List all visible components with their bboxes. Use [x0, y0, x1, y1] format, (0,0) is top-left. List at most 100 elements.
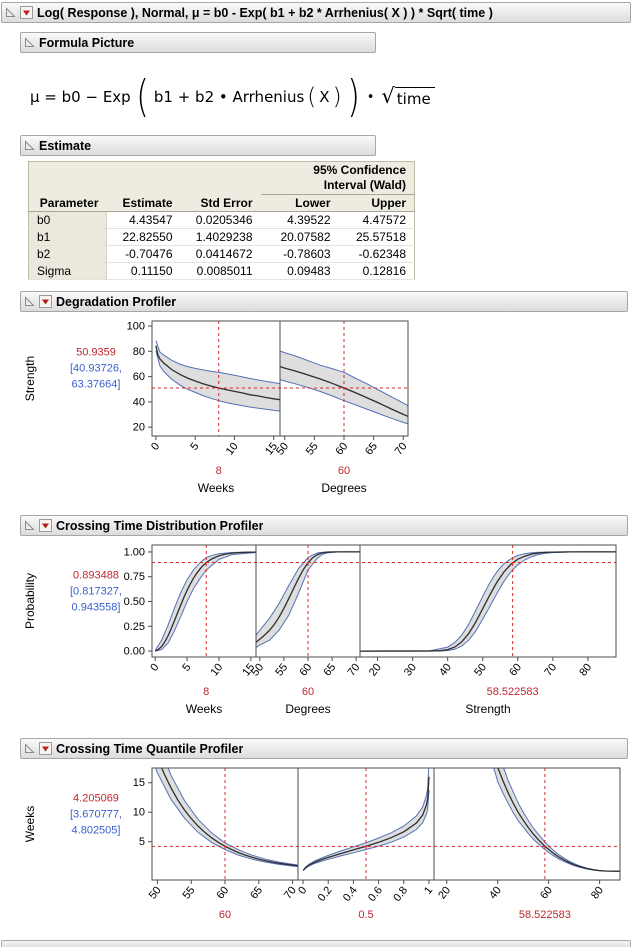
estimate-table: 95% Confidence Interval (Wald) Parameter… — [28, 161, 415, 280]
confidence-interval-label: [3.670777, — [70, 809, 122, 821]
outline-header-degradation-profiler[interactable]: Degradation Profiler — [20, 291, 628, 312]
y-tick-label: 40 — [133, 396, 145, 408]
disclosure-triangle-icon[interactable] — [24, 140, 35, 151]
outline-header-crossing-time-distribution-profiler[interactable]: Crossing Time Distribution Profiler — [20, 515, 628, 536]
current-x-label: 0.5 — [358, 909, 373, 921]
panel-frame — [359, 544, 617, 658]
disclosure-triangle-icon[interactable] — [24, 520, 35, 531]
disclosure-triangle-icon[interactable] — [24, 296, 35, 307]
band-lower-edge — [155, 350, 280, 412]
table-row: b2 -0.70476 0.0414672 -0.78603 -0.62348 — [28, 245, 415, 263]
band-upper-edge — [280, 350, 408, 407]
section-title: Formula Picture — [39, 35, 135, 50]
x-axis-title: Weeks — [198, 481, 234, 495]
x-axis-title: Strength — [465, 702, 510, 716]
y-tick-label: 20 — [133, 422, 145, 434]
current-x-label: 8 — [216, 465, 222, 477]
confidence-band — [155, 340, 280, 412]
value-cell: 0.11150 — [106, 262, 181, 280]
y-tick-label: 80 — [133, 346, 145, 358]
x-tick-label: 0 — [296, 884, 309, 896]
ci-header: 95% Confidence Interval (Wald) — [260, 161, 415, 195]
x-tick-label: 50 — [472, 661, 489, 678]
x-tick-label: 60 — [538, 884, 555, 901]
table-header-spacer — [28, 161, 261, 195]
x-tick-label: 10 — [224, 440, 241, 457]
x-tick-label: 50 — [274, 440, 291, 457]
prediction-curve — [497, 768, 620, 872]
crossing-time-quantile-profiler-plot[interactable]: Weeks 4.205069 [3.670777, 4.802505] 5 10 15 50 5… — [20, 761, 634, 932]
value-cell: 20.07582 — [260, 228, 339, 246]
value-cell: -0.70476 — [106, 245, 181, 263]
outline-header-formula-picture[interactable]: Formula Picture — [20, 32, 376, 53]
y-tick-label: 0.25 — [124, 621, 145, 633]
column-header-upper: Upper — [338, 194, 415, 212]
x-axis-title: Weeks — [186, 702, 222, 716]
table-row: Sigma 0.11150 0.0085011 0.09483 0.12816 — [28, 262, 415, 280]
x-tick-label: 20 — [367, 661, 384, 678]
x-tick-label: 10 — [208, 661, 225, 678]
y-tick-label: 5 — [139, 836, 145, 848]
x-tick-label: 70 — [282, 884, 299, 901]
y-tick-label: 60 — [133, 371, 145, 383]
model-title: Log( Response ), Normal, μ = b0 - Exp( b… — [37, 5, 493, 20]
y-tick-label: 15 — [133, 777, 145, 789]
value-cell: 1.4029238 — [180, 228, 261, 246]
section-title: Degradation Profiler — [56, 294, 177, 309]
outline-header-crossing-time-quantile-profiler[interactable]: Crossing Time Quantile Profiler — [20, 738, 628, 759]
column-header-estimate: Estimate — [106, 194, 181, 212]
crossing-time-distribution-profiler-plot[interactable]: Probability 0.893488 [0.817327, 0.943558] 0.… — [20, 538, 634, 727]
y-tick-label: 0.00 — [124, 646, 145, 658]
degradation-profiler-plot[interactable]: Strength 50.9359 [40.93726, 63.37664] 20 40 60… — [20, 314, 634, 504]
outline-header-model[interactable]: Log( Response ), Normal, μ = b0 - Exp( b… — [1, 2, 631, 23]
x-tick-label: 65 — [321, 661, 338, 678]
confidence-band — [360, 551, 616, 652]
y-axis-title: Probability — [23, 573, 37, 629]
confidence-interval-label: 0.943558] — [72, 602, 121, 614]
outline-header-estimate[interactable]: Estimate — [20, 135, 376, 156]
x-tick-label: 70 — [542, 661, 559, 678]
x-tick-label: 55 — [181, 884, 198, 901]
red-triangle-menu-icon[interactable] — [39, 295, 52, 308]
x-tick-label: 5 — [180, 661, 193, 673]
value-cell: 25.57518 — [338, 228, 415, 246]
panel-frame — [433, 767, 621, 881]
formula-inner: b1 + b2 • Arrhenius — [153, 88, 305, 106]
y-tick-label: 10 — [133, 807, 145, 819]
current-x-label: 8 — [203, 686, 209, 698]
value-cell: -0.78603 — [260, 245, 339, 263]
current-x-label: 58.522583 — [487, 686, 539, 698]
x-tick-label: 0.2 — [316, 884, 335, 903]
red-triangle-menu-icon[interactable] — [39, 742, 52, 755]
section-title: Crossing Time Quantile Profiler — [56, 741, 244, 756]
x-tick-label: 15 — [263, 440, 280, 457]
x-tick-label: 70 — [393, 440, 410, 457]
x-tick-label: 0.4 — [341, 884, 360, 903]
x-tick-label: 60 — [297, 661, 314, 678]
disclosure-triangle-icon[interactable] — [24, 37, 35, 48]
value-cell: 0.0205346 — [180, 211, 261, 229]
confidence-interval-label: 4.802505] — [72, 825, 121, 837]
formula-x-open-paren: ( — [307, 83, 317, 110]
red-triangle-menu-icon[interactable] — [39, 519, 52, 532]
partial-outline-header[interactable] — [1, 940, 631, 947]
value-cell: 0.09483 — [260, 262, 339, 280]
current-value-label: 0.893488 — [73, 570, 119, 582]
x-tick-label: 40 — [487, 884, 504, 901]
disclosure-triangle-icon[interactable] — [5, 7, 16, 18]
value-cell: 4.39522 — [260, 211, 339, 229]
x-tick-label: 40 — [437, 661, 454, 678]
x-tick-label: 20 — [436, 884, 453, 901]
degradation-profiler-canvas[interactable]: Strength 50.9359 [40.93726, 63.37664] 20 40 60… — [20, 314, 626, 501]
formula-x: X — [319, 88, 330, 106]
value-cell: 0.0414672 — [180, 245, 261, 263]
disclosure-triangle-icon[interactable] — [24, 743, 35, 754]
current-x-label: 58.522583 — [519, 909, 571, 921]
red-triangle-menu-icon[interactable] — [20, 6, 33, 19]
crossing-time-distribution-profiler-canvas[interactable]: Probability 0.893488[0.817327,0.943558]0.… — [20, 538, 626, 724]
parameter-name-cell: b1 — [28, 228, 107, 246]
formula-x-close-paren: ) — [332, 83, 342, 110]
value-cell: 22.82550 — [106, 228, 181, 246]
